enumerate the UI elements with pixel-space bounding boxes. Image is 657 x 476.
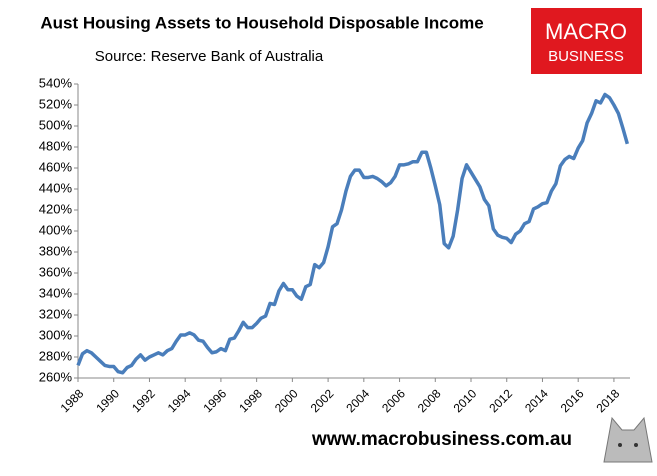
x-tick-label: 2010 <box>451 386 480 415</box>
y-tick-label: 480% <box>39 138 73 153</box>
y-tick-label: 320% <box>39 306 73 321</box>
y-tick-label: 440% <box>39 180 73 195</box>
logo-box <box>531 8 642 74</box>
x-tick-label: 2014 <box>522 386 551 415</box>
chart-subtitle: Source: Reserve Bank of Australia <box>95 48 324 65</box>
y-tick-label: 460% <box>39 159 73 174</box>
x-tick-label: 2004 <box>343 386 372 415</box>
x-tick-label: 2000 <box>272 386 301 415</box>
y-tick-label: 280% <box>39 348 73 363</box>
x-tick-label: 1992 <box>129 386 158 415</box>
fox-icon <box>603 416 653 463</box>
y-tick-label: 540% <box>39 75 73 90</box>
logo-text: MACRO <box>545 19 627 44</box>
chart-title: Aust Housing Assets to Household Disposa… <box>40 13 483 32</box>
x-tick-label: 1996 <box>200 386 229 415</box>
y-tick-label: 420% <box>39 201 73 216</box>
y-tick-label: 360% <box>39 264 73 279</box>
y-tick-label: 520% <box>39 96 73 111</box>
x-tick-label: 2018 <box>594 386 623 415</box>
x-tick-label: 1988 <box>58 386 87 415</box>
x-tick-label: 1994 <box>165 386 194 415</box>
x-tick-label: 1998 <box>236 386 265 415</box>
logo-text: BUSINESS <box>548 48 624 65</box>
x-tick-label: 2002 <box>308 386 337 415</box>
x-tick-label: 2016 <box>558 386 587 415</box>
y-tick-label: 300% <box>39 327 73 342</box>
y-tick-label: 400% <box>39 222 73 237</box>
y-tick-label: 340% <box>39 285 73 300</box>
x-tick-label: 2008 <box>415 386 444 415</box>
y-tick-label: 380% <box>39 243 73 258</box>
x-tick-label: 2012 <box>486 386 515 415</box>
y-tick-label: 260% <box>39 369 73 384</box>
x-tick-label: 1990 <box>93 386 122 415</box>
y-tick-label: 500% <box>39 117 73 132</box>
website: www.macrobusiness.com.au <box>311 429 572 450</box>
x-tick-label: 2006 <box>379 386 408 415</box>
data-line <box>76 92 630 375</box>
